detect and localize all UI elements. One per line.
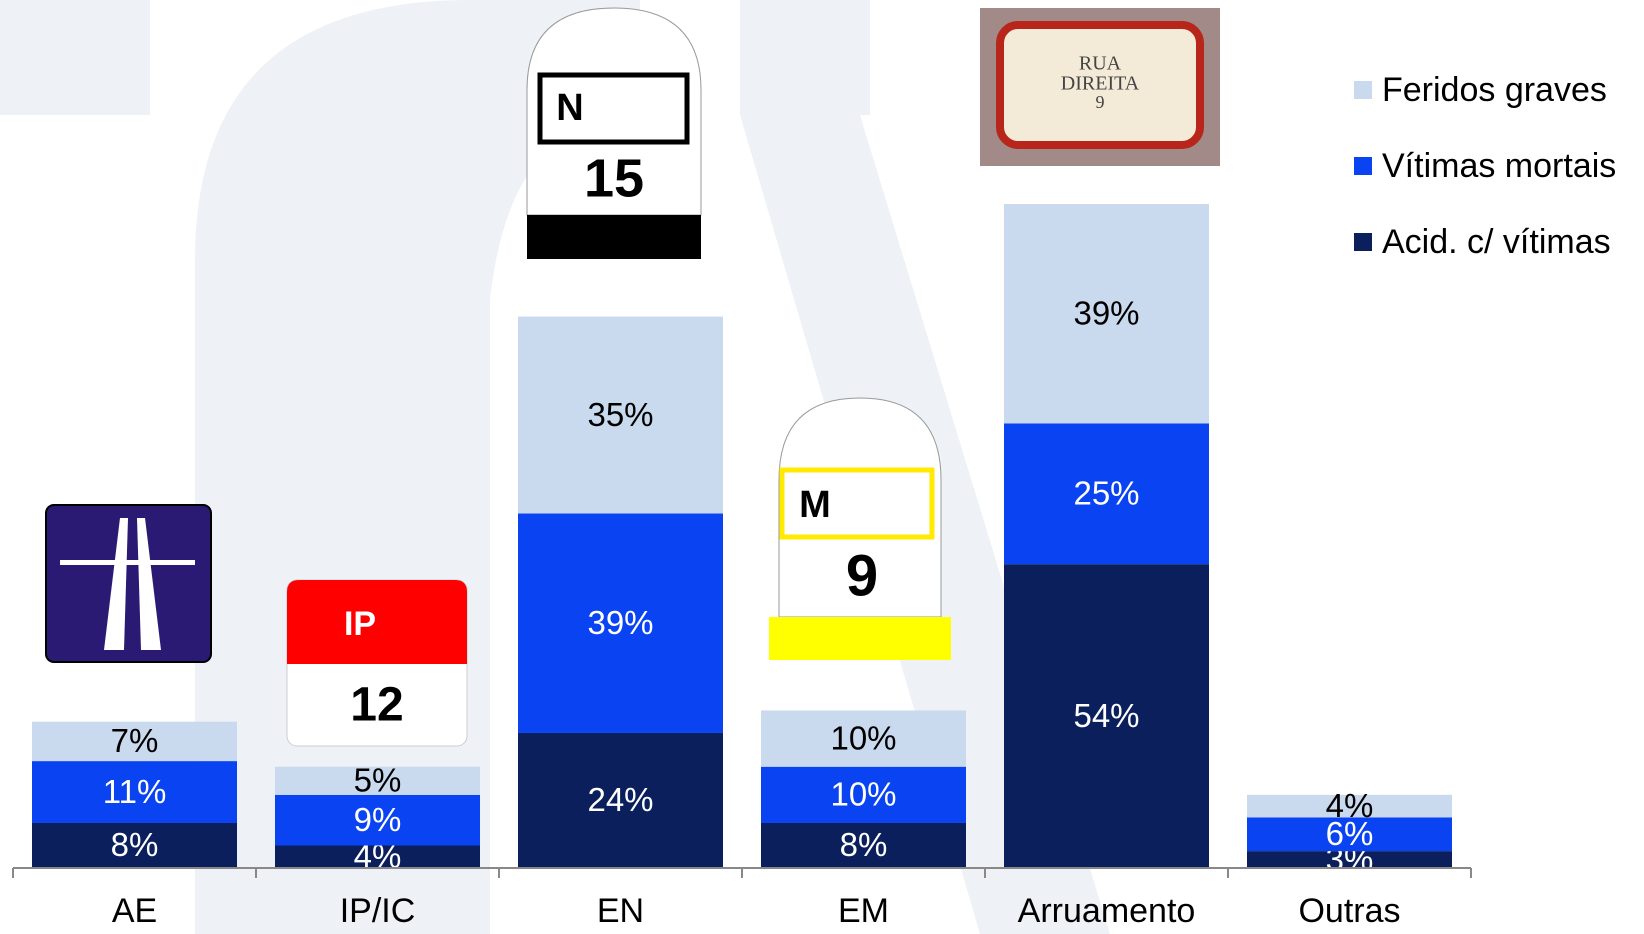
x-tick-label: EN <box>597 892 644 930</box>
bar-segment <box>1247 817 1452 852</box>
data-label: 8% <box>840 826 888 863</box>
bar-segment <box>761 822 966 868</box>
svg-text:IP: IP <box>344 605 376 643</box>
data-label: 7% <box>111 722 159 759</box>
bar-segment <box>761 766 966 823</box>
bar-segment <box>1004 564 1209 868</box>
bar-segment <box>518 732 723 868</box>
sign-rua: RUA DIREITA 9 <box>980 8 1220 166</box>
x-tick-label: Arruamento <box>1018 892 1196 930</box>
data-label: 9% <box>354 801 402 838</box>
data-label: 10% <box>830 719 896 756</box>
svg-text:N: N <box>556 87 583 129</box>
svg-text:RUA: RUA <box>1079 53 1122 75</box>
bar-segment <box>275 766 480 795</box>
bar-segment <box>1247 794 1452 818</box>
bar-segment <box>1247 851 1452 868</box>
x-tick-label: IP/IC <box>340 892 416 930</box>
data-label: 35% <box>587 396 653 433</box>
bar-segment <box>1004 423 1209 565</box>
svg-text:9: 9 <box>846 543 878 608</box>
svg-text:15: 15 <box>584 148 644 208</box>
legend-label: Feridos graves <box>1382 71 1607 109</box>
svg-text:12: 12 <box>350 679 403 732</box>
bar-segment <box>518 513 723 733</box>
legend-label: Vítimas mortais <box>1382 147 1616 185</box>
x-tick-label: EM <box>838 892 889 930</box>
data-label: 11% <box>103 773 167 810</box>
x-tick-label: AE <box>112 892 157 930</box>
svg-text:DIREITA: DIREITA <box>1061 73 1140 95</box>
bar-segment <box>32 721 237 762</box>
data-label: 8% <box>111 826 159 863</box>
data-label: 39% <box>587 604 653 641</box>
bar-segment <box>518 316 723 514</box>
sign-n: N 15 <box>526 7 702 259</box>
bar-segment <box>761 710 966 767</box>
data-label: 24% <box>587 781 653 818</box>
sign-ae <box>45 504 212 663</box>
bar-segment <box>1004 204 1209 424</box>
legend-swatch <box>1354 233 1372 251</box>
legend-swatch <box>1354 157 1372 175</box>
sign-m: M 9 <box>769 397 951 660</box>
svg-text:M: M <box>799 484 831 526</box>
bar-segment <box>275 794 480 846</box>
bar-segment <box>32 822 237 868</box>
data-label: 54% <box>1073 697 1139 734</box>
svg-text:9: 9 <box>1096 92 1105 112</box>
bar-segment <box>275 845 480 868</box>
data-label: 5% <box>354 762 402 799</box>
sign-ip: IP 12 <box>286 579 468 747</box>
x-tick-label: Outras <box>1298 892 1400 930</box>
data-label: 10% <box>830 776 896 813</box>
data-label: 6% <box>1326 815 1374 852</box>
bar-segment <box>32 761 237 823</box>
data-label: 25% <box>1073 475 1139 512</box>
legend-label: Acid. c/ vítimas <box>1382 223 1611 261</box>
data-label: 4% <box>1326 787 1374 824</box>
data-label: 39% <box>1073 294 1139 331</box>
legend-swatch <box>1354 81 1372 99</box>
